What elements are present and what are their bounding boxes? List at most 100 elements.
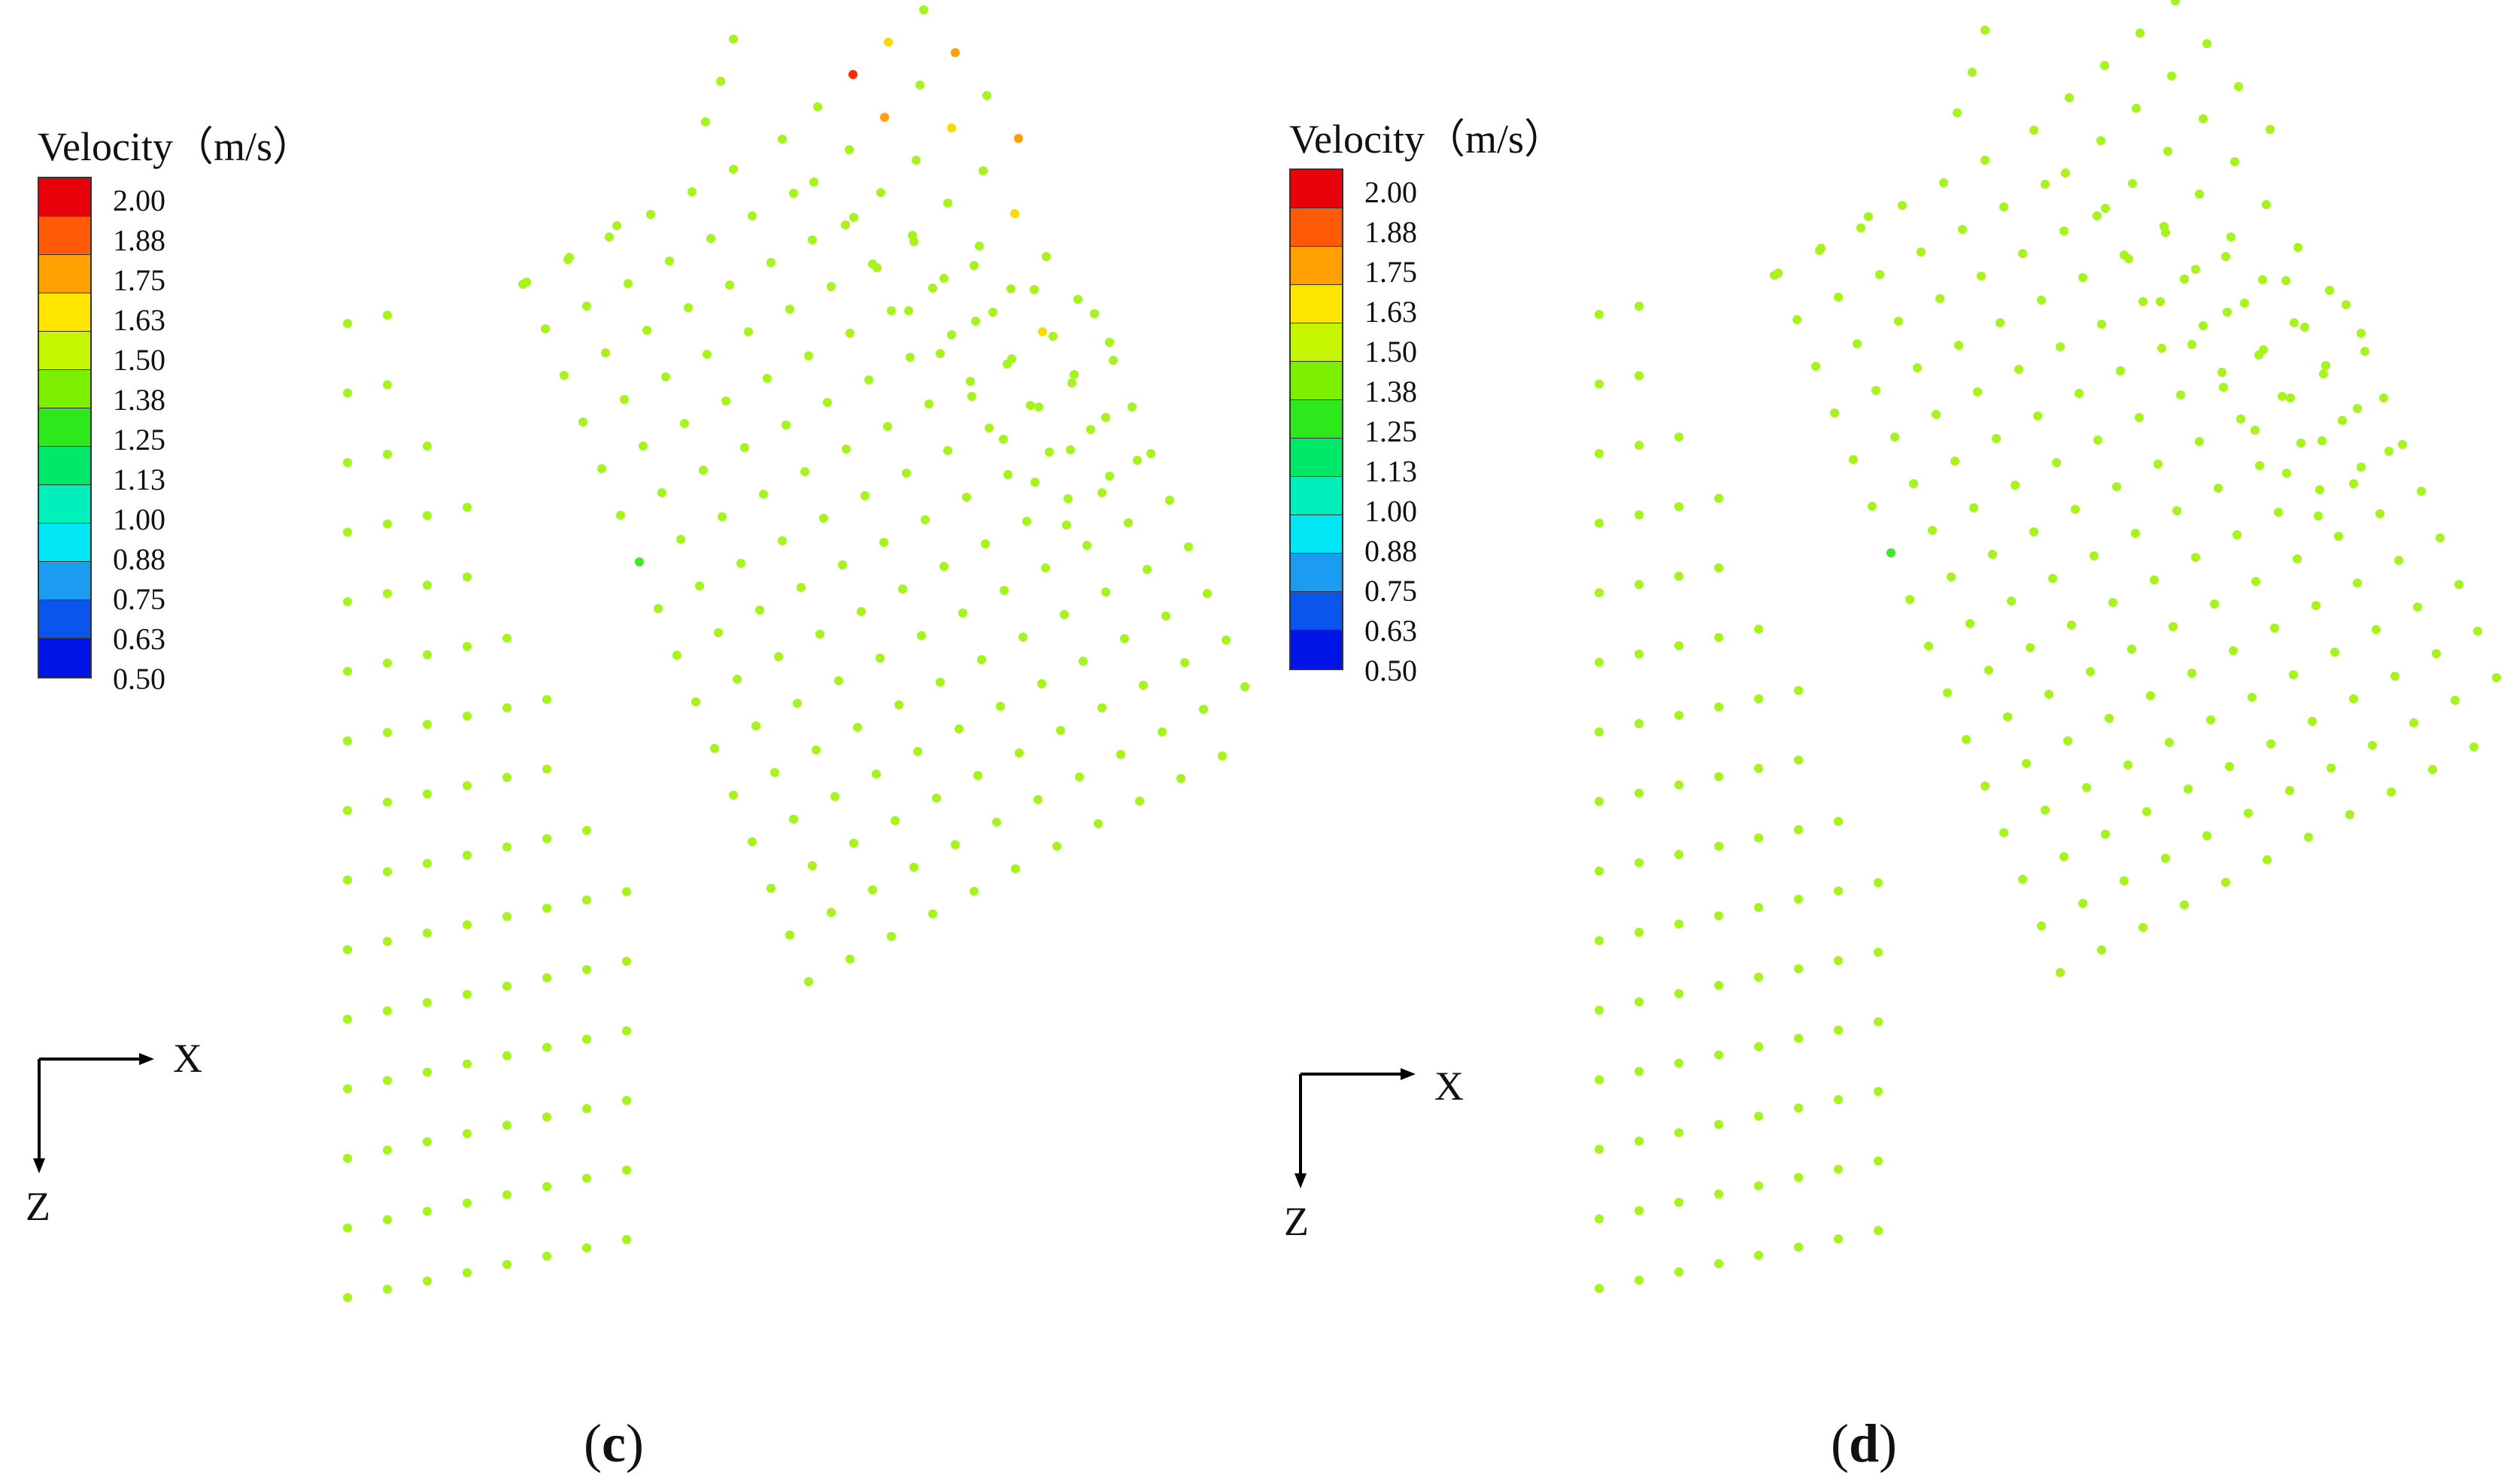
velocity-point: [383, 519, 392, 529]
velocity-point: [343, 1223, 352, 1233]
velocity-point: [2065, 93, 2074, 102]
x-axis-label: X: [1434, 1064, 1464, 1109]
z-axis-arrowhead: [1294, 1173, 1307, 1188]
velocity-point: [1864, 212, 1873, 221]
velocity-point: [873, 263, 882, 272]
velocity-point: [1135, 797, 1144, 806]
velocity-point: [2150, 575, 2159, 584]
velocity-point: [2093, 435, 2102, 445]
velocity-point: [1868, 502, 1877, 511]
velocity-point: [1015, 748, 1024, 757]
velocity-point: [2112, 482, 2121, 491]
velocity-point: [809, 178, 818, 187]
velocity-point: [343, 388, 352, 398]
velocity-point: [502, 1051, 511, 1061]
velocity-point: [823, 398, 832, 407]
legend-color-swatch: [1291, 477, 1342, 515]
velocity-point: [2293, 554, 2302, 563]
velocity-point: [1033, 795, 1043, 804]
velocity-point: [2003, 712, 2012, 721]
velocity-point: [977, 655, 986, 664]
velocity-point: [541, 324, 550, 333]
velocity-point: [2067, 621, 2076, 630]
velocity-point: [2071, 505, 2080, 514]
velocity-point: [622, 1235, 631, 1244]
velocity-point: [680, 419, 689, 428]
velocity-point: [2384, 447, 2393, 456]
velocity-point: [1634, 997, 1644, 1006]
velocity-point: [2360, 347, 2369, 356]
velocity-point: [1634, 371, 1644, 381]
velocity-point: [343, 1293, 352, 1302]
velocity-point: [1003, 360, 1012, 369]
legend-tick-label: 0.50: [113, 662, 165, 696]
velocity-point: [845, 329, 854, 338]
velocity-point: [943, 446, 952, 455]
velocity-point: [1041, 563, 1050, 572]
velocity-point: [684, 303, 693, 312]
velocity-point: [1634, 1276, 1644, 1285]
legend-color-swatch: [1291, 247, 1342, 285]
velocity-point: [1595, 866, 1604, 876]
velocity-point: [915, 80, 924, 90]
legend-color-swatch: [1291, 285, 1342, 323]
velocity-point: [845, 145, 854, 154]
velocity-point: [1754, 624, 1763, 634]
velocity-point: [2338, 416, 2347, 425]
velocity-point: [908, 231, 917, 240]
velocity-point: [1042, 252, 1051, 261]
velocity-point: [2037, 296, 2046, 305]
velocity-point: [845, 954, 854, 964]
velocity-point: [542, 764, 551, 774]
velocity-point: [699, 466, 708, 475]
velocity-point: [2317, 436, 2326, 445]
velocity-point: [1714, 981, 1723, 990]
velocity-point: [1222, 636, 1231, 645]
velocity-point: [687, 187, 697, 196]
velocity-point: [849, 839, 858, 848]
velocity-point: [2135, 413, 2144, 422]
velocity-point: [1146, 449, 1155, 458]
legend-tick-label: 0.75: [113, 582, 165, 616]
velocity-point: [2082, 783, 2091, 792]
velocity-point: [1674, 919, 1683, 929]
velocity-point: [2167, 71, 2176, 80]
velocity-point: [423, 859, 432, 868]
legend-tick-label: 1.75: [1364, 255, 1417, 289]
velocity-point: [2061, 168, 2070, 178]
velocity-point: [654, 604, 663, 613]
velocity-point: [542, 1252, 551, 1261]
legend-tick-label: 1.25: [1364, 414, 1417, 448]
velocity-point: [1973, 387, 1982, 396]
velocity-point: [423, 511, 432, 520]
velocity-point: [883, 422, 892, 431]
velocity-point: [1977, 272, 1986, 281]
velocity-point: [1714, 842, 1723, 851]
velocity-point: [2286, 393, 2295, 402]
legend-tick-label: 2.00: [113, 184, 165, 217]
velocity-point: [582, 1173, 591, 1183]
velocity-point: [1634, 580, 1644, 589]
velocity-point: [1962, 735, 1971, 744]
velocity-point: [2232, 530, 2241, 539]
velocity-point: [343, 736, 352, 745]
velocity-point: [502, 912, 511, 921]
velocity-point: [1913, 363, 1922, 372]
velocity-point: [2379, 393, 2388, 402]
velocity-point: [2105, 714, 2114, 723]
velocity-point: [2315, 485, 2324, 494]
velocity-point: [1030, 285, 1039, 294]
velocity-point: [891, 816, 900, 825]
velocity-point: [947, 123, 956, 132]
velocity-point: [612, 221, 621, 230]
velocity-point: [1176, 774, 1185, 783]
velocity-point: [622, 1026, 631, 1036]
legend-color-swatch: [39, 485, 90, 523]
velocity-point: [657, 488, 666, 497]
velocity-point: [2184, 784, 2193, 794]
velocity-point: [714, 628, 723, 637]
velocity-point: [2290, 318, 2299, 327]
velocity-point: [343, 1015, 352, 1024]
legend-color-swatch: [1291, 630, 1342, 669]
velocity-point: [2293, 243, 2302, 252]
